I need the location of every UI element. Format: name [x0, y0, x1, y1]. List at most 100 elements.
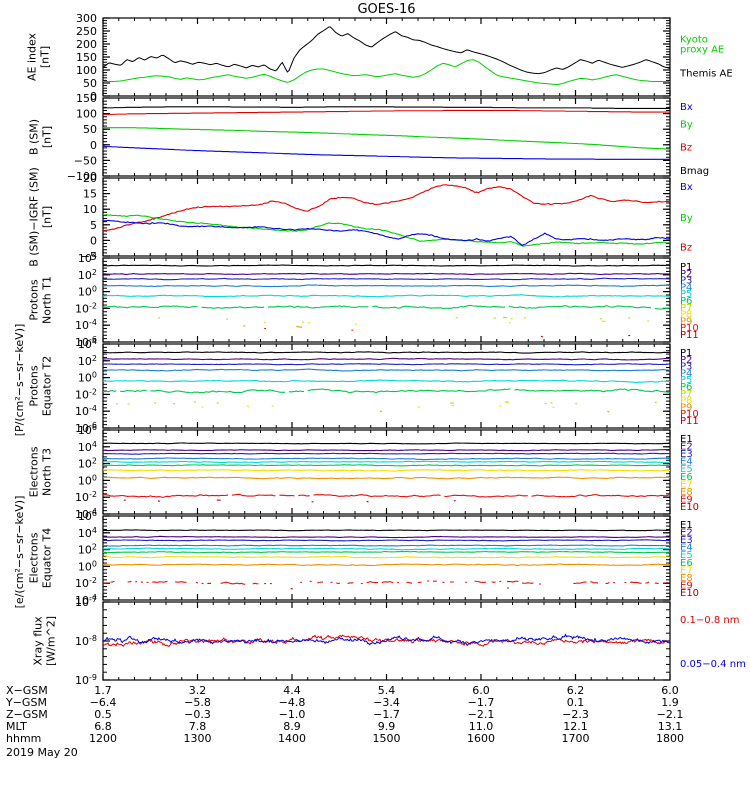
- bottom-axis-value: 1700: [562, 732, 590, 745]
- y-tick-label: 100: [76, 64, 97, 77]
- bottom-axis-value: 5.4: [378, 684, 396, 697]
- panel-frame: [102, 17, 671, 97]
- y-tick-label: 10-4: [75, 404, 97, 418]
- panel-frame: [102, 177, 671, 257]
- trace-p7: [193, 401, 197, 404]
- bottom-axis-value: 1500: [373, 732, 401, 745]
- bottom-axis-value: −4.8: [279, 696, 306, 709]
- legend-label: E2: [680, 442, 693, 453]
- legend-label: P10: [680, 409, 699, 420]
- y-tick-label: −5: [81, 250, 97, 263]
- legend-label: 0.05−0.4 nm: [680, 659, 746, 670]
- y-tick-label: 100: [78, 371, 97, 385]
- y-axis-label-line: [nT]: [41, 206, 54, 228]
- trace-p9: [296, 325, 303, 328]
- trace-p1: [103, 351, 671, 354]
- y-tick-exponent: 4: [92, 440, 97, 449]
- y-tick-exponent: 4: [92, 251, 97, 260]
- legend-label: P4: [680, 368, 692, 379]
- y-tick-exponent: -4: [89, 593, 97, 602]
- y-tick-label: 150: [76, 51, 97, 64]
- trace-e8: [102, 476, 671, 480]
- panel-frame: [102, 97, 671, 177]
- panel-b-sm: 150 100 50 0 −50 −100 B (SM) [nT] Bx By Bz Bmag: [28, 92, 710, 183]
- legend-label: Bx: [680, 102, 693, 113]
- y-axis-label-line: AE index: [26, 32, 39, 81]
- trace-p11: [540, 335, 544, 338]
- y-tick-exponent: -2: [89, 387, 97, 396]
- y-tick-exponent: -4: [89, 507, 97, 516]
- trace-e9: [573, 581, 587, 585]
- trace-p5: [102, 379, 671, 384]
- y-axis-label-line: [W/m^2]: [45, 616, 58, 666]
- y-tick-exponent: -4: [89, 318, 97, 327]
- trace-e9: [110, 580, 115, 583]
- y-tick-label: 10-2: [75, 301, 97, 315]
- trace-e8: [102, 563, 671, 567]
- y-tick-label: 10-7: [75, 595, 97, 609]
- y-tick-label: 50: [83, 77, 97, 90]
- y-tick-label: 100: [78, 285, 97, 299]
- y-tick-label: −100: [67, 170, 97, 183]
- bottom-axis-value: 1400: [278, 732, 306, 745]
- bottom-axis-value: 7.8: [189, 720, 207, 733]
- legend-label: E9: [680, 494, 693, 505]
- bottom-axis-value: 12.1: [563, 720, 588, 733]
- y-tick-label: 150: [76, 92, 97, 105]
- y-tick-label: 200: [76, 38, 97, 51]
- trace-p6: [372, 304, 506, 309]
- trace-p7: [493, 317, 496, 320]
- y-tick-label: 102: [78, 268, 97, 282]
- trace-e9: [522, 582, 534, 584]
- trace-e9: [317, 581, 323, 584]
- bottom-axis-value: 0.1: [567, 696, 585, 709]
- trace-e10: [290, 587, 293, 590]
- trace-e9: [366, 581, 379, 584]
- bottom-axis-value: 8.9: [283, 720, 301, 733]
- trace-e1: [102, 529, 671, 532]
- trace-p6: [119, 389, 147, 393]
- trace-e9: [605, 582, 610, 585]
- trace-e9: [195, 581, 199, 584]
- bottom-axis-row-label: X−GSM: [6, 684, 48, 697]
- legend-label: E3: [680, 449, 693, 460]
- trace-p6: [654, 307, 671, 310]
- bottom-axis-value: 4.4: [283, 684, 301, 697]
- trace-e10: [123, 499, 126, 501]
- bottom-axis-value: −5.8: [184, 696, 211, 709]
- legend-label: E2: [680, 528, 693, 539]
- trace-p8: [246, 405, 250, 408]
- bottom-axis-row-label: hhmm: [6, 732, 41, 745]
- y-axis-units: [P/(cm²−s−sr−keV)]: [13, 324, 26, 437]
- trace-p5: [102, 294, 671, 298]
- trace-e6: [102, 550, 671, 554]
- y-tick-exponent: 4: [92, 526, 97, 535]
- bottom-axis-value: −1.7: [373, 708, 400, 721]
- legend-label: P3: [680, 362, 692, 373]
- legend-label: E7: [680, 479, 693, 490]
- trace-e7: [102, 556, 671, 559]
- y-tick-label: −50: [74, 154, 97, 167]
- legend-label: E8: [680, 573, 693, 584]
- bottom-axis-value: 3.2: [189, 684, 207, 697]
- trace-e9: [645, 581, 650, 584]
- bottom-axis-row-label: Y−GSM: [5, 696, 47, 709]
- legend-label: E4: [680, 457, 693, 468]
- trace-e9: [313, 494, 441, 498]
- legend-label: P2: [680, 355, 692, 366]
- y-axis-label: Xray flux [W/m^2]: [32, 616, 58, 666]
- legend-label: P9: [680, 316, 692, 327]
- y-axis-units: [e/(cm²−s−sr−keV)]: [13, 496, 26, 609]
- y-axis-label-line: Electrons: [28, 446, 41, 497]
- trace-e10: [366, 500, 369, 503]
- trace-e9: [152, 580, 168, 583]
- trace-e5: [102, 460, 671, 464]
- y-tick-label: 10-2: [75, 387, 97, 401]
- panel-frame: [102, 429, 671, 515]
- bottom-axis-value: −1.7: [468, 696, 495, 709]
- trace-p7: [504, 401, 510, 404]
- traces-ae-index: [102, 26, 671, 86]
- legend-label: E8: [680, 487, 693, 498]
